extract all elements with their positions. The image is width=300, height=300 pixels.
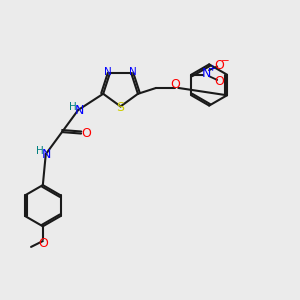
Text: O: O <box>38 237 48 250</box>
Text: N: N <box>42 148 51 161</box>
Text: +: + <box>208 64 215 73</box>
Text: N: N <box>202 67 211 80</box>
Text: H: H <box>36 146 44 156</box>
Text: S: S <box>117 101 124 114</box>
Text: O: O <box>82 127 91 140</box>
Text: O: O <box>214 75 224 88</box>
Text: N: N <box>129 67 136 77</box>
Text: N: N <box>104 67 112 77</box>
Text: O: O <box>214 59 224 72</box>
Text: H: H <box>69 102 77 112</box>
Text: −: − <box>221 56 230 66</box>
Text: N: N <box>75 103 84 116</box>
Text: O: O <box>170 78 180 91</box>
